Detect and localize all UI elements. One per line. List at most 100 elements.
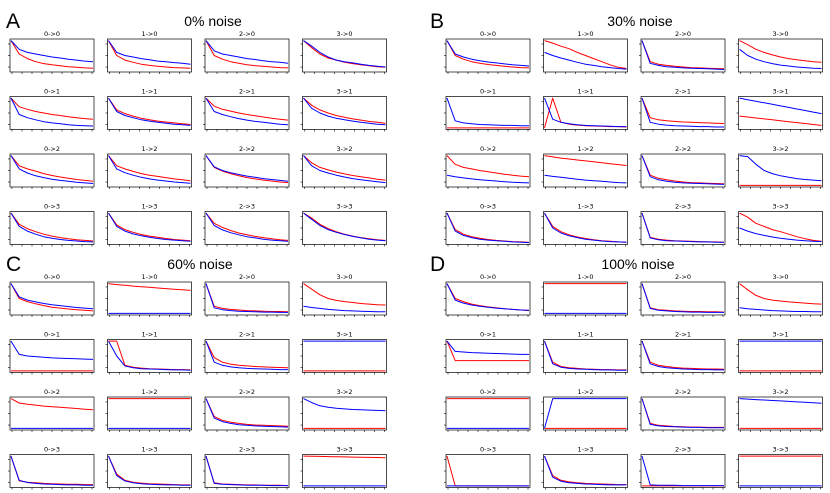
series-line-blue: [10, 155, 94, 184]
series-line-blue: [739, 307, 822, 313]
subplot-1-to-2: 1->2: [105, 388, 192, 432]
series-line-red: [446, 40, 530, 69]
series-line-blue: [303, 212, 386, 242]
subplot-2-to-0: 2->0: [639, 30, 726, 74]
subplot-2-to-2: 2->2: [639, 388, 726, 432]
subplot-2-to-3: 2->3: [639, 203, 726, 247]
series-line-red: [10, 97, 94, 120]
series-line-red: [641, 398, 724, 428]
subplot-2-to-1: 2->1: [639, 331, 726, 375]
subplot-title: 0->3: [480, 203, 496, 211]
series-line-red: [108, 455, 191, 486]
series-line-blue: [739, 48, 822, 69]
series-line-red: [641, 40, 725, 70]
subplot-1-to-2: 1->2: [105, 145, 192, 189]
subplot-0-to-1: 0->1: [444, 331, 531, 375]
subplot-3-to-0: 3->0: [300, 30, 387, 74]
subplot-title: 2->2: [239, 388, 255, 396]
series-line-red: [641, 212, 725, 243]
subplot-frame: [107, 454, 192, 488]
series-line-blue: [10, 97, 94, 127]
series-line-red: [446, 283, 530, 312]
subplot-2-to-3: 2->3: [639, 446, 726, 490]
series-line-red: [10, 455, 93, 486]
subplot-title: 2->3: [675, 446, 691, 454]
series-line-blue: [303, 398, 386, 412]
subplot-title: 3->0: [336, 273, 352, 281]
subplot-0-to-0: 0->0: [444, 30, 531, 74]
series-line-red: [205, 398, 289, 427]
subplot-title: 0->2: [480, 145, 496, 153]
series-line-red: [108, 40, 191, 69]
series-line-red: [303, 212, 386, 241]
series-line-blue: [544, 51, 627, 70]
subplot-title: 1->2: [141, 145, 157, 153]
subplot-title: 1->0: [141, 273, 157, 281]
series-line-red: [544, 155, 627, 166]
subplot-frame: [738, 396, 823, 431]
subplot-frame: [738, 454, 823, 488]
subplot-1-to-1: 1->1: [105, 331, 192, 375]
subplot-title: 1->3: [141, 446, 157, 454]
series-line-red: [303, 97, 386, 124]
series-line-blue: [205, 398, 289, 428]
panel-title: 100% noise: [601, 256, 674, 272]
subplot-3-to-1: 3->1: [300, 331, 387, 375]
series-line-blue: [641, 398, 724, 429]
series-line-blue: [739, 227, 822, 243]
series-line-blue: [641, 155, 725, 185]
subplot-frame: [543, 96, 628, 130]
subplot-0-to-3: 0->3: [8, 203, 95, 247]
subplot-title: 1->0: [577, 30, 593, 38]
series-line-blue: [108, 455, 191, 486]
subplot-0-to-3: 0->3: [8, 446, 95, 490]
subplot-3-to-2: 3->2: [300, 388, 387, 432]
series-line-blue: [641, 455, 724, 487]
series-line-blue: [10, 283, 94, 310]
subplot-title: 3->3: [336, 446, 352, 454]
panel-letter: D: [430, 253, 445, 276]
subplot-frame: [9, 454, 95, 488]
subplot-title: 1->3: [577, 446, 593, 454]
subplot-0-to-0: 0->0: [8, 273, 95, 317]
series-line-red: [303, 40, 386, 68]
panel-letter: C: [6, 253, 21, 276]
subplot-title: 2->2: [675, 388, 691, 396]
subplot-2-to-1: 2->1: [639, 88, 726, 132]
series-line-blue: [641, 283, 724, 313]
series-line-red: [108, 283, 191, 291]
series-line-red: [10, 155, 94, 182]
subplot-1-to-0: 1->0: [541, 273, 628, 317]
subplot-1-to-0: 1->0: [541, 30, 628, 74]
subplot-title: 1->0: [577, 273, 593, 281]
subplot-3-to-1: 3->1: [736, 88, 823, 132]
panel-a: A 0% noise 0->0 1->0 2->0 3->0 0->1 1->1 2->1 3->…: [6, 10, 387, 247]
panel-title: 0% noise: [184, 13, 242, 29]
subplot-title: 2->1: [239, 88, 255, 96]
subplot-1-to-1: 1->1: [541, 88, 628, 132]
series-line-blue: [641, 97, 724, 128]
subplot-2-to-3: 2->3: [203, 446, 290, 490]
series-line-red: [108, 340, 191, 371]
series-line-blue: [108, 212, 191, 242]
series-line-blue: [205, 155, 289, 182]
series-line-red: [205, 40, 289, 69]
subplot-0-to-2: 0->2: [444, 145, 531, 189]
subplot-title: 1->3: [141, 203, 157, 211]
panel-b: B 30% noise 0->0 1->0 2->0 3->0 0->1 1->1 2->1 3-…: [430, 10, 823, 247]
subplot-title: 0->2: [44, 145, 60, 153]
subplot-title: 0->3: [44, 446, 60, 454]
subplot-3-to-2: 3->2: [300, 145, 387, 189]
subplot-title: 3->2: [336, 388, 352, 396]
subplot-frame: [640, 454, 726, 488]
series-line-blue: [446, 174, 530, 184]
series-line-red: [108, 97, 191, 125]
subplot-frame: [302, 281, 387, 316]
subplot-title: 0->3: [44, 203, 60, 211]
subplot-0-to-2: 0->2: [8, 145, 95, 189]
series-line-red: [10, 398, 94, 411]
subplot-title: 3->0: [772, 30, 788, 38]
series-line-blue: [446, 40, 530, 67]
series-line-blue: [10, 340, 94, 360]
subplot-frame: [9, 96, 95, 130]
